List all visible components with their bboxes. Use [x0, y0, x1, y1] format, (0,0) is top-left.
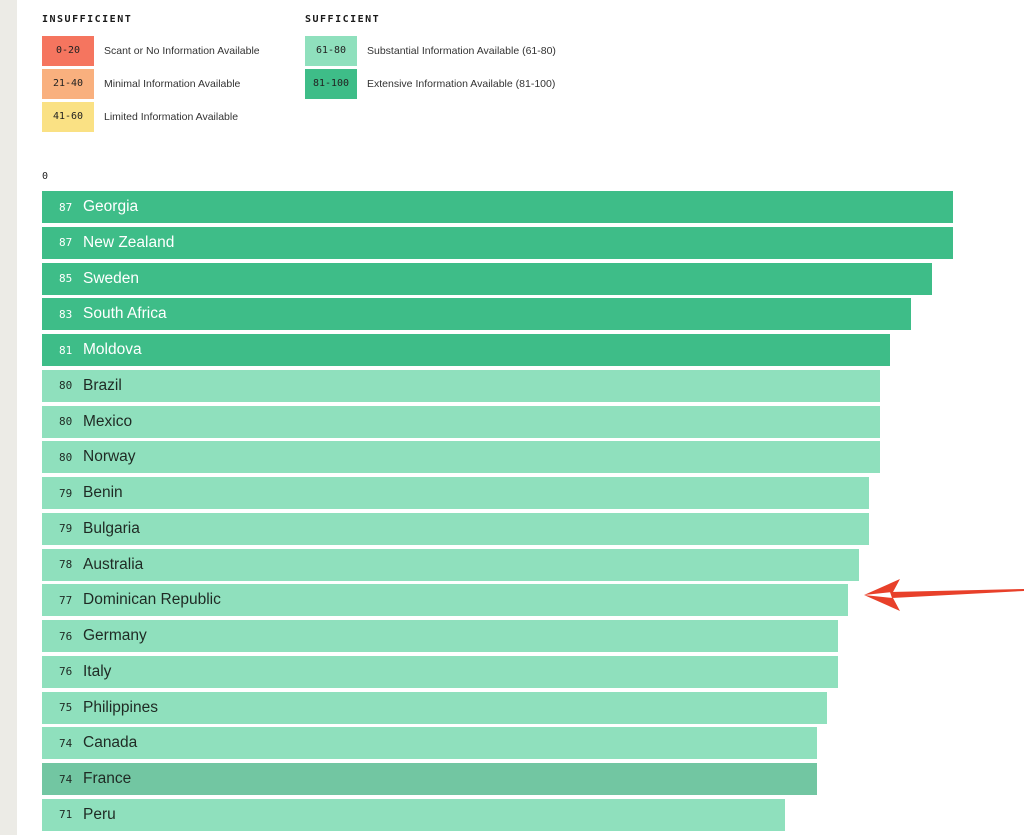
- bar-brazil: 80 Brazil: [42, 369, 880, 402]
- bar-georgia: 87 Georgia: [42, 191, 953, 223]
- bar-chart: 87 Georgia 87 New Zealand 85 Sweden 83 South Af…: [42, 191, 1024, 835]
- legend-swatch: 41-60: [42, 101, 94, 132]
- legend-item: 0-20 Scant or No Information Available: [42, 34, 260, 67]
- bar-moldova: 81 Moldova: [42, 334, 890, 366]
- arrow-annotation-icon: [864, 579, 1024, 611]
- bar-value-label: 75: [59, 701, 73, 714]
- bar-value-label: 80: [59, 415, 73, 428]
- bar-category-label: Benin: [83, 484, 123, 501]
- bar-category-label: Philippines: [83, 698, 158, 716]
- axis-zero-label: 0: [42, 171, 49, 182]
- legend-label: Scant or No Information Available: [104, 44, 260, 57]
- bar-category-label: Georgia: [83, 198, 139, 215]
- legend-label: Minimal Information Available: [104, 77, 241, 90]
- bar-south-africa: 83 South Africa: [42, 298, 911, 331]
- legend-item: 21-40 Minimal Information Available: [42, 67, 260, 100]
- bar-category-label: Mexico: [83, 412, 133, 430]
- bar-value-label: 80: [59, 450, 73, 464]
- bar-value-label: 85: [59, 272, 73, 285]
- bar-value-label: 79: [59, 522, 73, 536]
- bar-value-label: 78: [59, 558, 73, 571]
- bar-france: 74 France: [42, 763, 817, 795]
- bar-value-label: 71: [59, 808, 73, 822]
- bar-category-label: New Zealand: [83, 233, 175, 251]
- bar-value-label: 87: [59, 200, 73, 214]
- bar-australia: 78 Australia: [42, 548, 859, 581]
- bar-norway: 80 Norway: [42, 441, 880, 474]
- legend-swatch: 21-40: [42, 68, 94, 99]
- arrow-shaft: [890, 589, 1024, 598]
- bar-sweden: 85 Sweden: [42, 262, 932, 295]
- bar-germany: 76 Germany: [42, 620, 838, 652]
- legend-insufficient: INSUFFICIENT 0-20 Scant or No Informatio…: [42, 12, 260, 133]
- legend-swatch: 81-100: [305, 68, 357, 99]
- bar-dominican-republic: 77 Dominican Republic: [42, 584, 848, 617]
- arrow-head: [864, 579, 900, 611]
- bar-mexico: 80 Mexico: [42, 405, 880, 438]
- bar-category-label: France: [83, 770, 132, 787]
- legend-sufficient: SUFFICIENT 61-80 Substantial Information…: [305, 12, 556, 100]
- legend-item: 61-80 Substantial Information Available …: [305, 34, 556, 67]
- legend-item: 81-100 Extensive Information Available (…: [305, 67, 556, 100]
- bar-category-label: Dominican Republic: [83, 591, 221, 609]
- page-left-strip: [0, 0, 17, 835]
- legend-swatch: 0-20: [42, 35, 94, 66]
- legend-item: 41-60 Limited Information Available: [42, 100, 260, 133]
- bar-value-label: 76: [59, 665, 73, 679]
- bar-bulgaria: 79 Bulgaria: [42, 512, 869, 545]
- bar-value-label: 76: [59, 629, 73, 643]
- bar-value-label: 74: [59, 772, 73, 786]
- bar-category-label: Bulgaria: [83, 519, 140, 537]
- bar-category-label: Moldova: [83, 341, 142, 358]
- bar-value-label: 83: [59, 307, 73, 321]
- legend-label: Limited Information Available: [104, 110, 239, 123]
- bar-value-label: 74: [59, 736, 73, 750]
- bar-canada: 74 Canada: [42, 727, 817, 760]
- legend-swatch: 61-80: [305, 35, 357, 66]
- bar-value-label: 79: [59, 486, 73, 500]
- bar-italy: 76 Italy: [42, 655, 838, 688]
- bar-category-label: Australia: [83, 555, 144, 573]
- bar-category-label: Canada: [83, 734, 138, 752]
- bar-peru: 71 Peru: [42, 798, 785, 831]
- bar-value-label: 87: [59, 236, 73, 250]
- bar-value-label: 77: [59, 593, 73, 607]
- bar-category-label: Peru: [83, 805, 116, 823]
- bar-category-label: South Africa: [83, 305, 167, 323]
- legend-label: Extensive Information Available (81-100): [367, 77, 556, 90]
- bar-value-label: 81: [59, 343, 73, 357]
- bar-category-label: Brazil: [83, 376, 122, 394]
- bar-category-label: Germany: [83, 627, 147, 644]
- bar-category-label: Sweden: [83, 269, 140, 287]
- bar-philippines: 75 Philippines: [42, 691, 827, 724]
- bar-value-label: 80: [59, 379, 73, 393]
- bar-category-label: Norway: [83, 448, 136, 466]
- legend-heading-insufficient: INSUFFICIENT: [42, 14, 133, 25]
- legend-heading-sufficient: SUFFICIENT: [305, 14, 381, 25]
- bar-new-zealand: 87 New Zealand: [42, 226, 953, 259]
- bar-category-label: Italy: [83, 662, 112, 680]
- legend-label: Substantial Information Available (61-80…: [367, 44, 556, 57]
- bar-benin: 79 Benin: [42, 477, 869, 509]
